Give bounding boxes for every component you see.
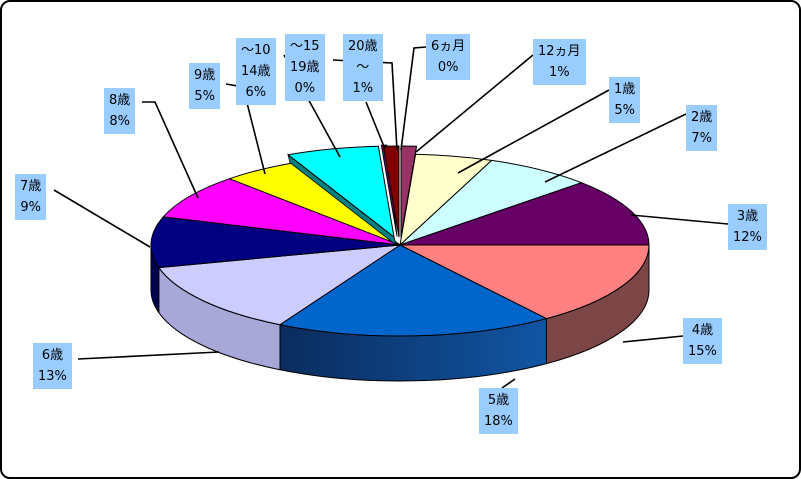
data-label-line: 9%	[20, 200, 41, 215]
leader-line-20歳～	[365, 101, 386, 150]
leader-line-12ヵ月	[415, 54, 534, 153]
data-label-line: 19歳	[290, 60, 320, 75]
data-label-10～14歳[interactable]: ～10 14歳 6%	[236, 38, 276, 105]
data-label-line: 8%	[109, 114, 130, 129]
data-label-3歳[interactable]: 3歳 12%	[728, 204, 767, 250]
data-label-line: 18%	[484, 414, 513, 429]
data-label-line: 7歳	[20, 179, 42, 194]
data-label-line: 4歳	[691, 323, 714, 338]
data-label-line: 1%	[548, 65, 570, 80]
data-label-line: 6ヵ月	[431, 39, 466, 54]
data-label-line: 3歳	[736, 209, 759, 224]
data-label-line: 1歳	[614, 82, 636, 97]
data-label-7歳[interactable]: 7歳 9%	[15, 174, 47, 220]
data-label-line: 12ヵ月	[538, 44, 581, 59]
pie-slice-2歳[interactable]	[399, 159, 582, 246]
leader-line-6歳	[77, 351, 220, 360]
leader-line-1歳	[457, 89, 610, 174]
data-label-line: 5歳	[487, 393, 510, 408]
pie-slice-5歳[interactable]	[279, 244, 547, 337]
pie-slices	[150, 144, 650, 337]
pie-slice-10～14歳[interactable]	[287, 145, 395, 238]
data-label-line: ～15	[290, 39, 320, 54]
data-label-12ヵ月[interactable]: 12ヵ月 1%	[533, 39, 586, 85]
leader-line-3歳	[630, 214, 729, 225]
data-label-20歳～[interactable]: 20歳 ～ 1%	[343, 34, 383, 101]
leader-line-7歳	[53, 189, 151, 248]
data-label-15～19歳[interactable]: ～15 19歳 0%	[285, 34, 325, 101]
pie-slice-7歳[interactable]	[150, 216, 401, 269]
data-label-line: ～10	[241, 43, 271, 58]
pie-slice-3歳[interactable]	[399, 182, 650, 246]
data-label-line: 0%	[437, 60, 459, 75]
data-label-line: 13%	[38, 369, 67, 384]
data-label-line: 5%	[194, 89, 215, 104]
leader-line-2歳	[544, 113, 687, 183]
data-label-6歳[interactable]: 6歳 13%	[33, 343, 72, 389]
data-label-line: 1%	[352, 81, 374, 96]
leader-lines	[53, 46, 729, 389]
data-label-line: 6歳	[41, 348, 64, 363]
data-label-6ヵ月[interactable]: 6ヵ月 0%	[426, 34, 471, 80]
data-label-line: 12%	[733, 230, 762, 245]
data-label-9歳[interactable]: 9歳 5%	[189, 63, 221, 109]
data-label-8歳[interactable]: 8歳 8%	[104, 88, 136, 134]
leader-line-6ヵ月	[400, 46, 427, 151]
data-label-line: 0%	[294, 81, 316, 96]
data-label-4歳[interactable]: 4歳 15%	[683, 318, 722, 364]
data-label-line: 5%	[614, 103, 635, 118]
pie-slice-6歳[interactable]	[158, 244, 401, 326]
leader-line-8歳	[142, 101, 199, 199]
data-label-line: 9歳	[194, 68, 216, 83]
data-label-line: 7%	[691, 131, 712, 146]
data-label-line: 20歳	[348, 39, 378, 54]
data-label-line: 14歳	[241, 64, 271, 79]
data-label-line: 2歳	[691, 110, 713, 125]
data-label-1歳[interactable]: 1歳 5%	[609, 77, 641, 123]
data-label-line: 6%	[245, 85, 267, 100]
pie-slice-8歳[interactable]	[162, 178, 401, 246]
data-label-line: 15%	[688, 344, 717, 359]
leader-line-4歳	[622, 335, 684, 343]
pie-slice-4歳[interactable]	[399, 244, 650, 320]
leader-line-5歳	[501, 378, 516, 389]
data-label-5歳[interactable]: 5歳 18%	[479, 388, 518, 434]
data-label-2歳[interactable]: 2歳 7%	[686, 105, 718, 151]
data-label-line: 8歳	[109, 93, 131, 108]
data-label-line: ～	[356, 60, 370, 75]
